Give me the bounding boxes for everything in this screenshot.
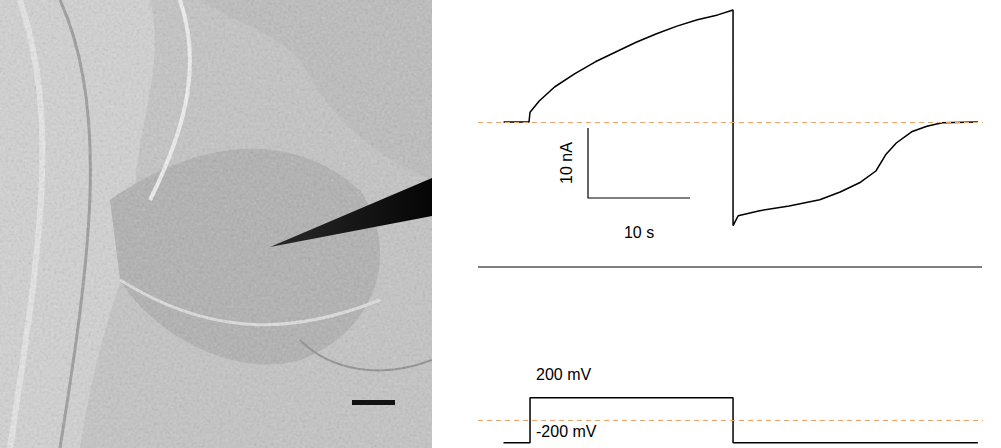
svg-text:200 mV: 200 mV bbox=[536, 366, 591, 383]
svg-text:10 s: 10 s bbox=[624, 224, 654, 241]
svg-text:-200 mV: -200 mV bbox=[536, 423, 597, 440]
svg-text:10 nA: 10 nA bbox=[558, 142, 575, 184]
